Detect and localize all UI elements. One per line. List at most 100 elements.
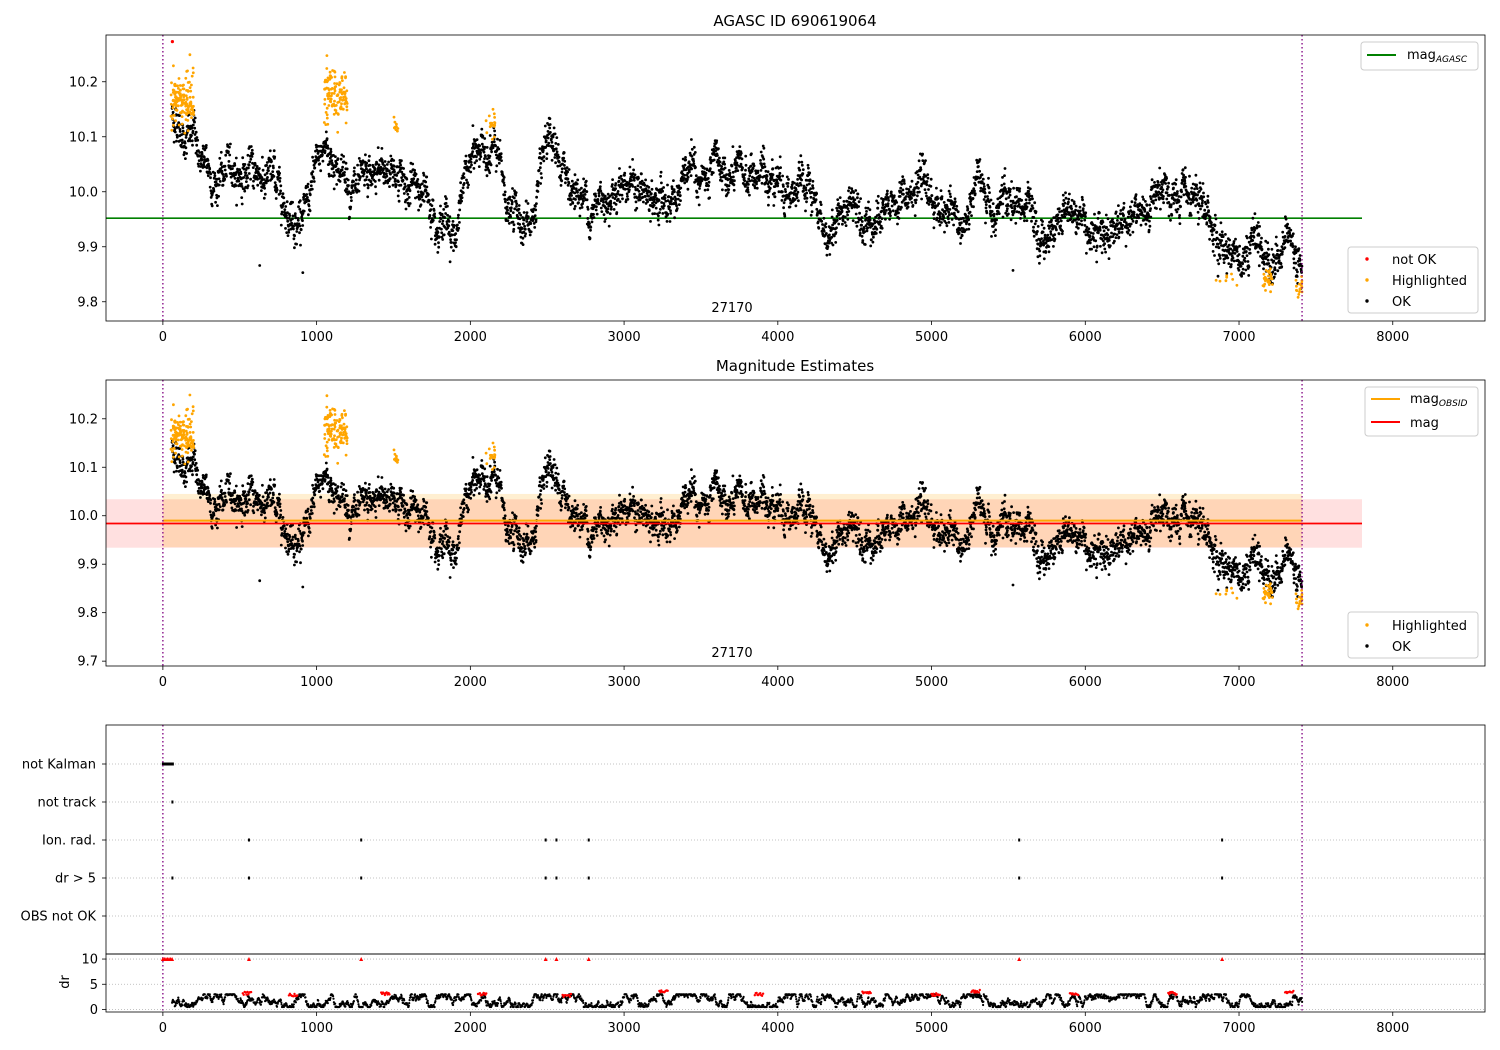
ok-point — [900, 182, 904, 186]
ok-point — [960, 221, 963, 225]
highlighted-point — [326, 87, 330, 90]
ok-point — [1144, 200, 1147, 203]
ok-point — [497, 161, 501, 165]
ok-point — [885, 209, 888, 212]
ok-point — [933, 211, 936, 215]
ok-point — [608, 212, 612, 216]
ok-point — [1164, 182, 1167, 185]
highlighted-point — [325, 106, 329, 110]
ok-point — [875, 227, 879, 231]
ok-point — [1114, 210, 1118, 214]
ok-point — [965, 220, 969, 224]
ok-point — [1106, 233, 1110, 237]
ok-point — [245, 180, 248, 184]
ok-point — [590, 220, 594, 224]
ok-point — [945, 224, 949, 228]
ok-point — [454, 241, 457, 245]
ok-point — [438, 220, 442, 223]
ok-point — [287, 230, 291, 234]
ok-point — [1126, 231, 1130, 235]
ok-point — [1294, 261, 1298, 265]
ok-point — [1201, 182, 1205, 185]
ok-point — [690, 138, 693, 141]
ok-point — [659, 174, 662, 178]
ok-point — [364, 178, 368, 182]
ok-point — [502, 181, 506, 185]
ok-point — [1030, 219, 1033, 223]
ok-point — [1047, 245, 1051, 249]
ok-point — [324, 142, 328, 146]
ok-point — [1124, 244, 1128, 248]
ok-point — [1080, 223, 1084, 227]
ok-point — [299, 228, 303, 232]
ok-point — [293, 234, 296, 238]
ok-point — [523, 224, 526, 228]
ok-point — [229, 142, 232, 146]
ok-point — [1245, 236, 1249, 240]
ok-point — [309, 184, 313, 188]
highlighted-point — [1297, 293, 1301, 296]
highlighted-point — [191, 106, 194, 110]
ok-point — [534, 204, 537, 208]
ok-point — [1243, 260, 1247, 263]
ok-point — [397, 189, 400, 193]
ok-point — [419, 203, 423, 207]
ok-point — [457, 213, 460, 217]
ok-point — [1147, 228, 1151, 232]
ok-point — [995, 218, 998, 222]
ok-point — [399, 183, 403, 187]
ok-point — [353, 166, 356, 170]
ok-point — [1184, 185, 1188, 188]
ok-point — [906, 201, 910, 205]
ok-point — [726, 191, 730, 194]
ok-point — [917, 159, 921, 163]
ok-point — [220, 161, 223, 165]
ok-point — [1137, 216, 1141, 220]
ok-point — [614, 182, 618, 185]
ok-point — [251, 152, 255, 156]
ok-point — [910, 179, 914, 183]
ok-point — [1214, 217, 1218, 221]
ok-point — [703, 188, 707, 192]
ok-point — [959, 242, 962, 245]
ok-point — [1172, 186, 1175, 190]
ok-point — [256, 177, 259, 181]
ok-point — [962, 217, 965, 220]
ok-point — [592, 213, 595, 216]
ok-point — [380, 158, 384, 162]
ok-point — [977, 165, 980, 168]
ok-point — [1206, 205, 1209, 209]
ok-point — [1271, 270, 1275, 274]
ok-point — [1031, 206, 1035, 210]
ok-point — [1090, 247, 1093, 251]
ok-point — [503, 197, 507, 201]
ok-point — [755, 182, 758, 186]
ok-point — [886, 202, 890, 206]
highlighted-point — [340, 92, 344, 96]
ok-point — [632, 178, 636, 182]
ok-point — [732, 188, 736, 192]
highlighted-point — [190, 111, 194, 115]
ok-point — [897, 205, 901, 209]
highlighted-point — [336, 93, 340, 97]
ok-point — [1038, 261, 1041, 265]
ok-point — [684, 158, 688, 162]
ok-point — [1229, 263, 1233, 266]
ok-point — [181, 129, 185, 133]
ok-point — [801, 172, 805, 176]
ok-point — [184, 136, 188, 139]
ok-point — [628, 188, 631, 192]
ok-point — [626, 195, 629, 198]
ok-point — [935, 216, 939, 220]
ok-point — [514, 199, 518, 203]
ok-point — [1120, 227, 1124, 231]
ok-point — [953, 197, 957, 201]
ok-point — [631, 185, 635, 188]
ok-point — [653, 198, 656, 202]
ok-point — [550, 158, 554, 162]
ok-point — [1232, 259, 1236, 263]
ok-point — [469, 157, 473, 161]
highlighted-point — [182, 83, 185, 87]
ok-point — [720, 171, 724, 175]
